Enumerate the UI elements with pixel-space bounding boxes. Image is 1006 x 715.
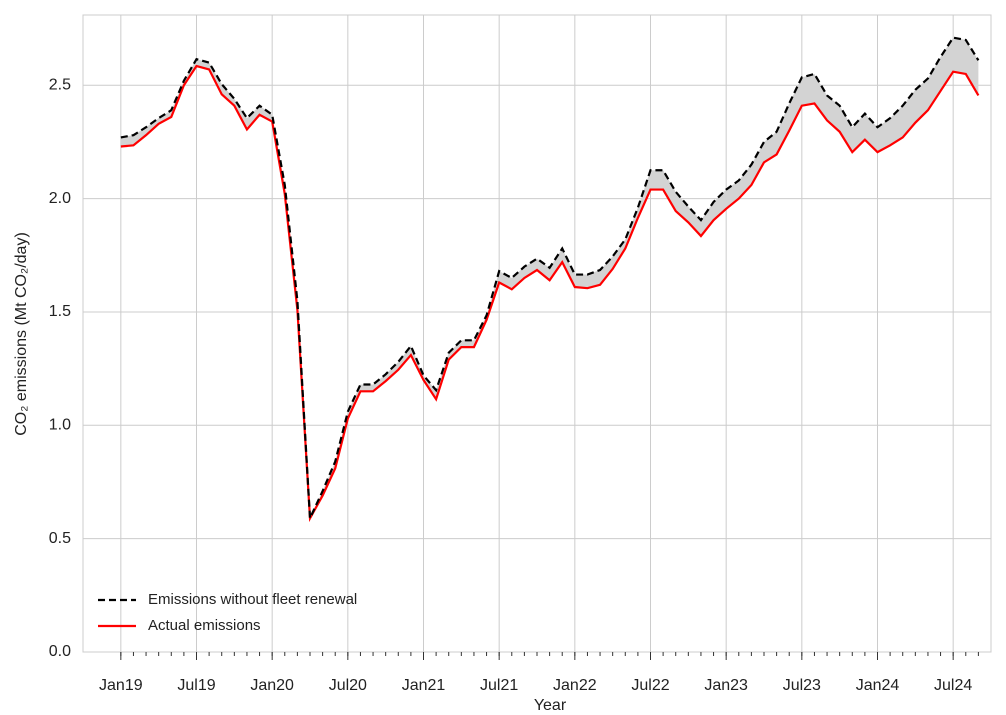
x-tick-label: Jul24 <box>934 677 972 694</box>
y-tick-label: 1.5 <box>49 303 71 320</box>
x-tick-label: Jul22 <box>631 677 669 694</box>
y-tick-label: 1.0 <box>49 417 71 434</box>
y-tick-label: 0.5 <box>49 530 71 547</box>
x-tick-label: Jan24 <box>856 677 900 694</box>
x-tick-label: Jan22 <box>553 677 597 694</box>
plot-frame <box>82 14 992 653</box>
y-tick-label: 0.0 <box>49 643 71 660</box>
y-tick-label: 2.5 <box>49 76 71 93</box>
y-tick-label: 2.0 <box>49 190 71 207</box>
y-axis-label: CO₂ emissions (Mt CO₂/day) <box>13 232 30 436</box>
legend-label: Emissions without fleet renewal <box>148 591 357 608</box>
x-tick-label: Jan20 <box>250 677 294 694</box>
x-tick-label: Jan21 <box>402 677 446 694</box>
x-tick-label: Jan19 <box>99 677 143 694</box>
gap-fill <box>120 37 979 519</box>
series-line <box>120 64 980 523</box>
x-tick-label: Jan23 <box>704 677 748 694</box>
series-line <box>120 36 980 519</box>
x-tick-label: Jul20 <box>329 677 367 694</box>
legend-label: Actual emissions <box>148 617 261 634</box>
x-tick-label: Jul21 <box>480 677 518 694</box>
x-axis-label: Year <box>534 697 567 714</box>
x-tick-label: Jul23 <box>783 677 821 694</box>
x-tick-label: Jul19 <box>177 677 215 694</box>
